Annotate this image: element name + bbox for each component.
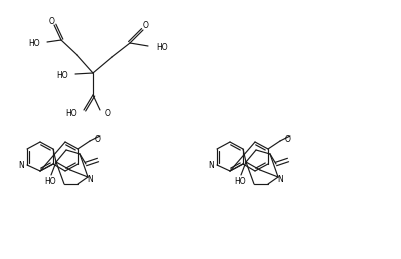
Text: HO: HO [28, 39, 40, 47]
Text: HO: HO [44, 176, 56, 185]
Text: N: N [18, 161, 24, 169]
Text: HO: HO [156, 42, 168, 52]
Text: HO: HO [65, 110, 77, 119]
Text: O: O [95, 134, 101, 143]
Text: O: O [285, 134, 291, 143]
Text: HO: HO [234, 176, 246, 185]
Text: O: O [105, 109, 111, 118]
Text: HO: HO [57, 70, 68, 80]
Text: N: N [277, 175, 283, 183]
Text: N: N [208, 161, 214, 169]
Text: O: O [49, 17, 55, 25]
Text: N: N [87, 175, 93, 183]
Text: O: O [143, 21, 149, 31]
